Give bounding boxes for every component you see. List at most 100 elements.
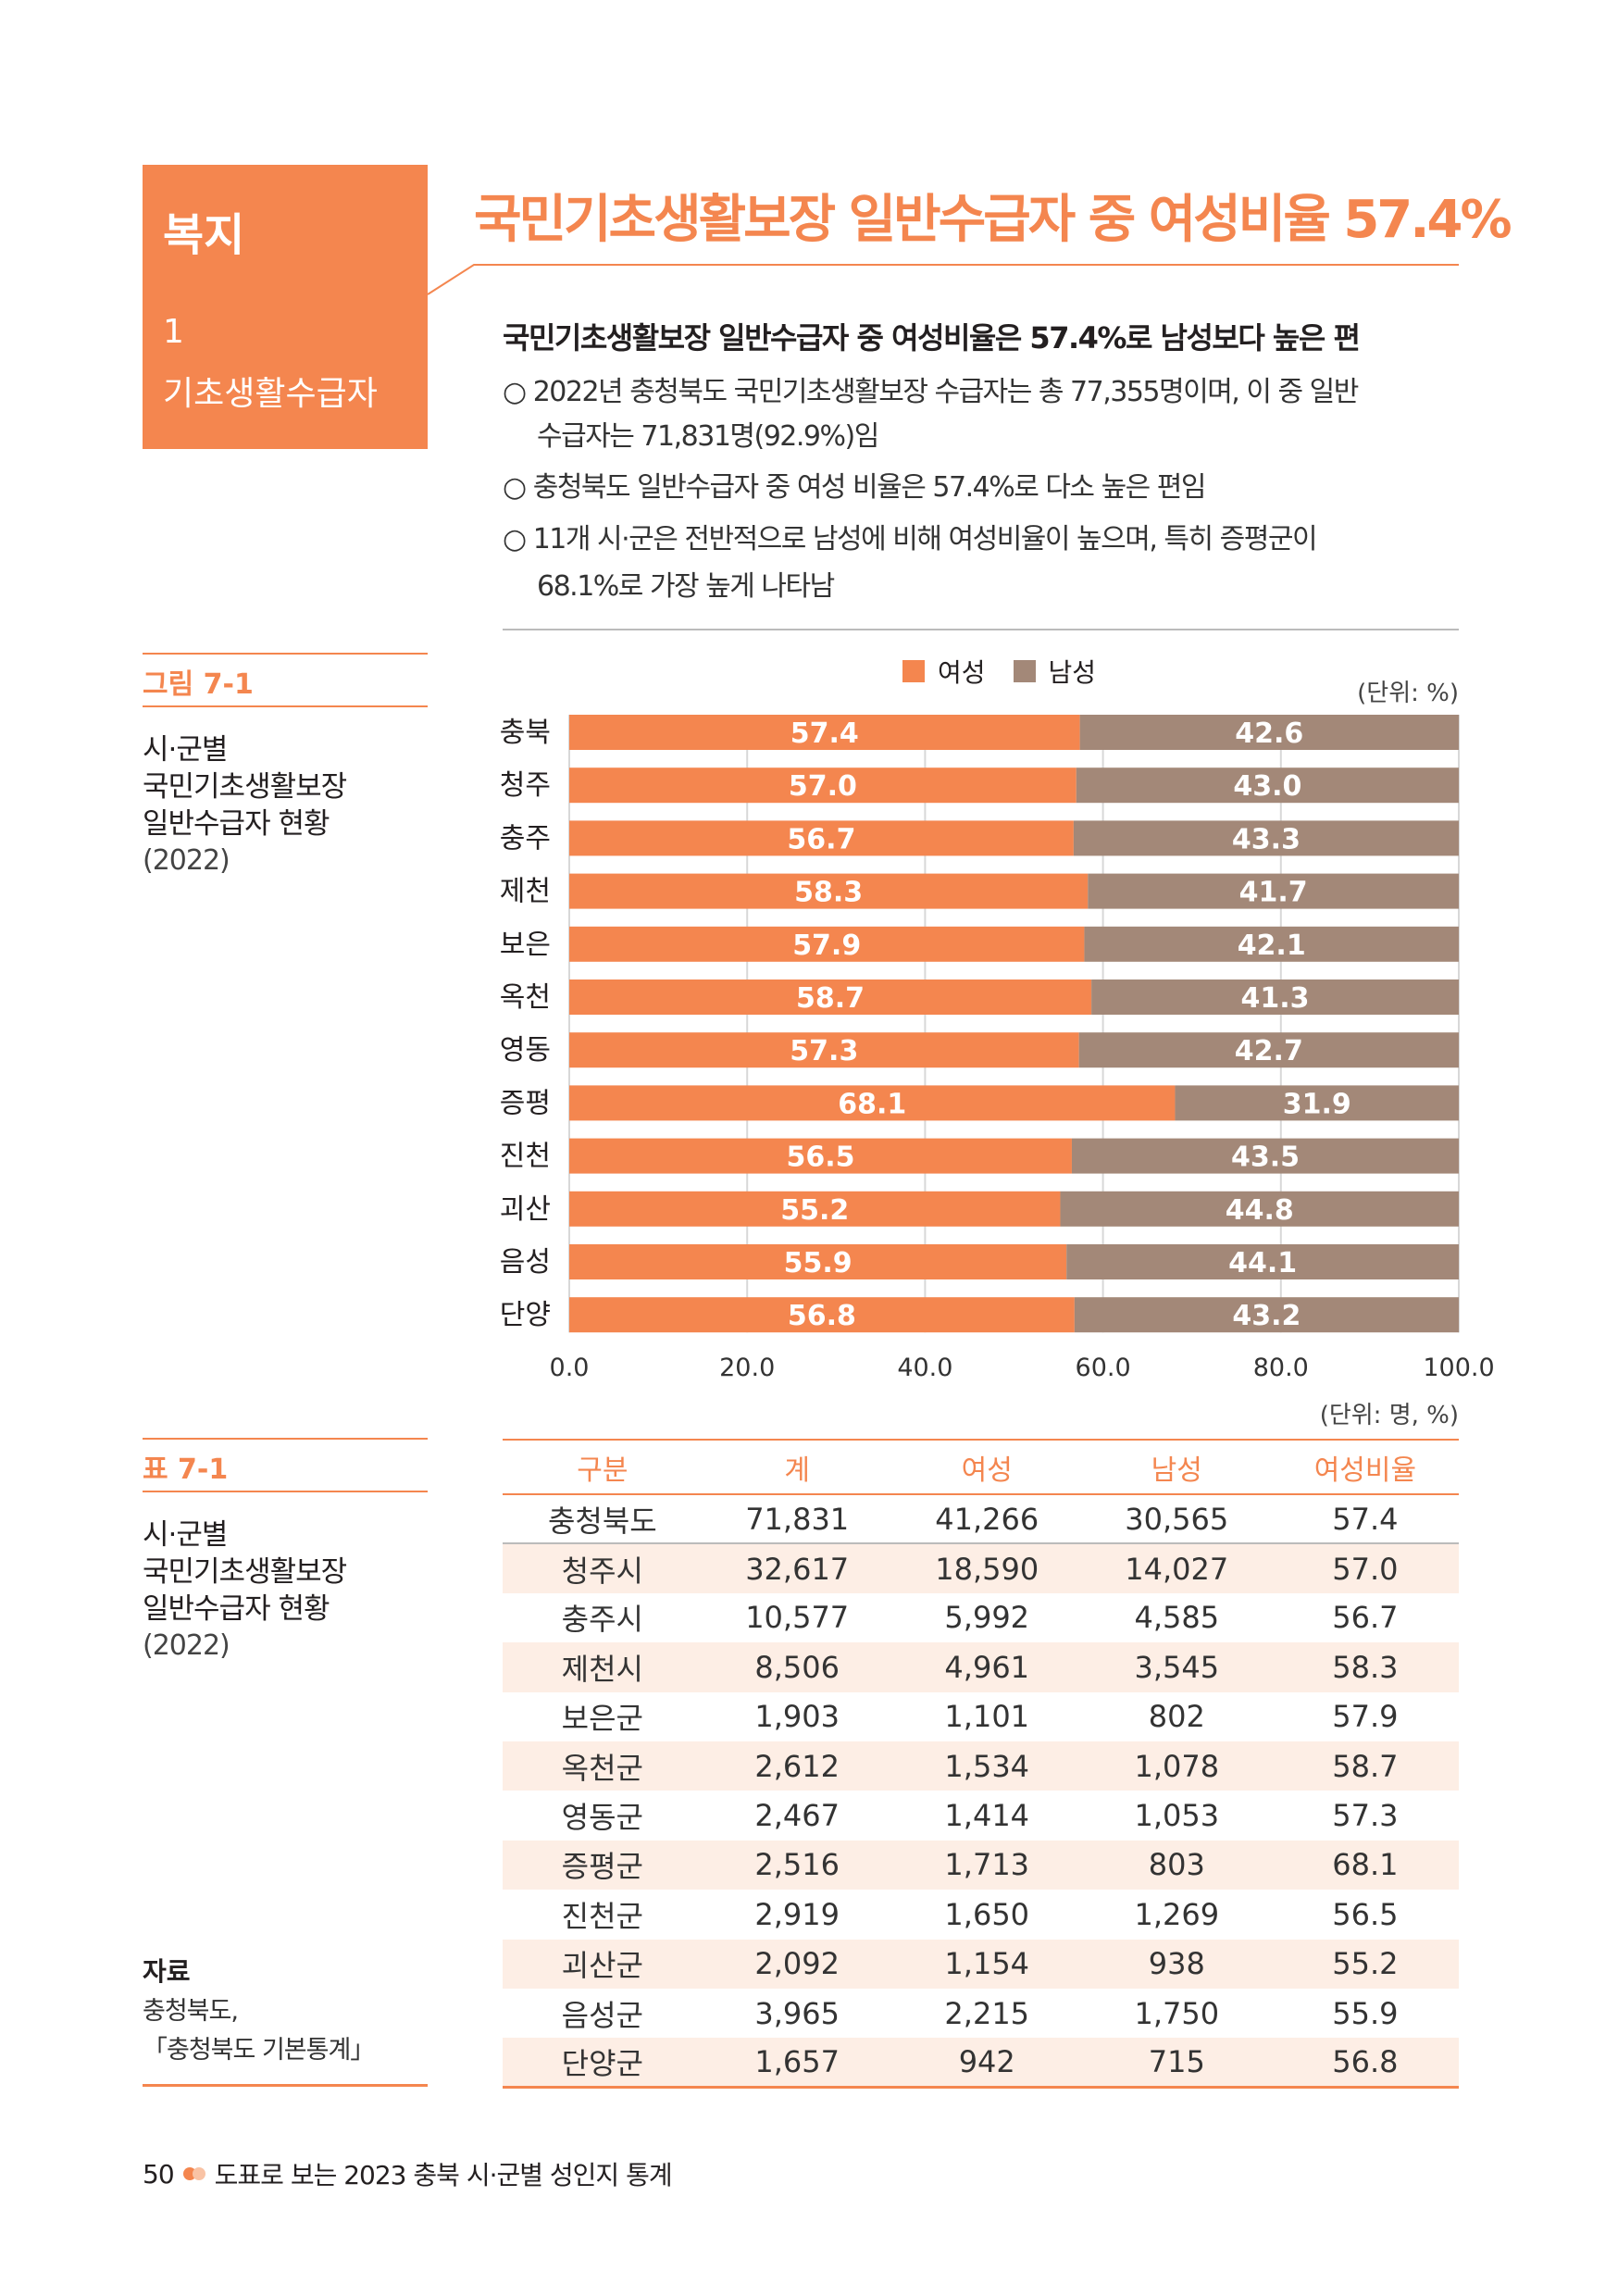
table-cell: 진천군	[561, 1898, 643, 1934]
table-unit: (단위: 명, %)	[1319, 1402, 1459, 1429]
data-label: 68.1	[838, 1088, 906, 1120]
legend-swatch	[902, 660, 925, 682]
bar-male	[1079, 715, 1459, 750]
table-cell: 영동군	[561, 1800, 643, 1836]
category-label: 음성	[500, 1246, 551, 1279]
data-label: 31.9	[1283, 1088, 1351, 1120]
column-header: 여성	[891, 1439, 1082, 1495]
legend-item-female: 여성	[902, 653, 986, 690]
table-cell: 1,903	[754, 1699, 840, 1735]
category-label: 보은	[500, 929, 551, 961]
data-label: 57.4	[790, 718, 859, 750]
bar-male	[1073, 820, 1459, 856]
table-cell: 57.3	[1332, 1798, 1399, 1834]
data-label: 43.0	[1233, 770, 1301, 803]
category-label: 청주	[500, 769, 551, 802]
data-label: 44.8	[1226, 1194, 1294, 1227]
table-cell: 2,516	[702, 1840, 892, 1890]
table-cell: 2,092	[702, 1939, 892, 1989]
divider	[143, 1438, 428, 1440]
data-label: 41.3	[1241, 982, 1310, 1015]
data-label: 57.0	[789, 770, 857, 803]
table-cell: 1,657	[702, 2038, 892, 2090]
table-cell: 1,650	[944, 1896, 1030, 1932]
table-cell: 1,154	[891, 1939, 1082, 1989]
table-row: 증평군 2,516 1,713 803 68.1	[503, 1840, 1459, 1890]
bullet-3-line-2: 68.1%로 가장 높게 나타남	[537, 570, 835, 603]
data-label: 56.5	[786, 1142, 854, 1174]
category-label: 괴산	[500, 1193, 551, 1226]
table-cell: 2,612	[702, 1741, 892, 1791]
summary-heading: 국민기초생활보장 일반수급자 중 여성비율은 57.4%로 남성보다 높은 편	[503, 320, 1361, 356]
table-cell: 58.3	[1271, 1642, 1459, 1692]
x-tick-label: 0.0	[550, 1354, 590, 1382]
source-heading: 자료	[143, 1956, 191, 1987]
section-category: 복지	[163, 209, 245, 261]
bar-female	[569, 1297, 1075, 1333]
dots-icon	[182, 2167, 205, 2180]
bar-female	[569, 980, 1092, 1015]
legend-label: 남성	[1048, 657, 1097, 688]
desc-line: 국민기초생활보장	[143, 1555, 347, 1589]
table-cell: 18,590	[891, 1543, 1082, 1593]
category-label: 옥천	[500, 981, 551, 1014]
table-cell: 68.1	[1271, 1840, 1459, 1890]
bullet-1-line-1: ○ 2022년 충청북도 국민기초생활보장 수급자는 총 77,355명이며, …	[503, 376, 1359, 408]
table-cell: 41,266	[891, 1494, 1082, 1545]
table-cell: 단양군	[503, 2038, 703, 2090]
data-label: 43.2	[1232, 1300, 1301, 1332]
table-row: 제천시 8,506 4,961 3,545 58.3	[503, 1642, 1459, 1692]
table-cell: 1,101	[944, 1699, 1030, 1735]
table-row: 음성군 3,965 2,215 1,750 55.9	[503, 1989, 1459, 2038]
figure-label: 그림 7-1	[143, 668, 254, 701]
table-cell: 32,617	[702, 1543, 892, 1593]
table-cell: 58.7	[1271, 1741, 1459, 1791]
table-row: 단양군 1,657 942 715 56.8	[503, 2038, 1459, 2090]
bar-male	[1175, 1085, 1459, 1121]
table-cell: 56.5	[1332, 1896, 1399, 1932]
table-cell: 1,713	[891, 1840, 1082, 1890]
x-tick-label: 40.0	[897, 1354, 952, 1382]
table-cell: 56.8	[1271, 2038, 1459, 2090]
stacked-bar-chart: 0.0 20.0 40.0 60.0 80.0 100.0 충북 57.4 42.6 청주 57.0…	[500, 715, 1495, 1382]
table-cell: 5,992	[944, 1600, 1030, 1636]
figure-year: (2022)	[143, 844, 230, 877]
table-row: 청주시 32,617 18,590 14,027 57.0	[503, 1543, 1459, 1593]
table-cell: 55.2	[1271, 1939, 1459, 1989]
table-cell: 괴산군	[503, 1939, 703, 1989]
table-cell: 1,750	[1134, 1995, 1220, 2031]
bullet-3-line-1: ○ 11개 시·군은 전반적으로 남성에 비해 여성비율이 높으며, 특히 증평…	[503, 523, 1318, 555]
category-label: 단양	[500, 1299, 551, 1331]
divider	[503, 629, 1459, 630]
table-cell: 1,078	[1081, 1741, 1272, 1791]
bar-female	[569, 1191, 1061, 1227]
chart-legend: 여성 남성	[902, 653, 1096, 690]
data-label: 42.6	[1235, 718, 1303, 750]
data-label: 55.9	[784, 1247, 853, 1279]
source-line: 충청북도,	[143, 1997, 239, 2026]
data-label: 58.7	[796, 982, 865, 1015]
bar-male	[1074, 1297, 1459, 1333]
x-tick-label: 100.0	[1423, 1354, 1494, 1382]
table-cell: 3,965	[754, 1995, 840, 2031]
x-tick-label: 60.0	[1076, 1354, 1131, 1382]
table-cell: 청주시	[503, 1543, 703, 1593]
column-header: 구분	[503, 1439, 703, 1495]
table-cell: 30,565	[1081, 1494, 1272, 1545]
bar-female	[569, 926, 1085, 962]
table-row: 괴산군 2,092 1,154 938 55.2	[503, 1939, 1459, 1989]
table-cell: 2,919	[754, 1896, 840, 1932]
bar-female	[569, 1138, 1072, 1174]
data-label: 55.2	[780, 1194, 849, 1227]
desc-line: 시·군별	[143, 1518, 228, 1552]
bar-female	[569, 820, 1074, 856]
page-title: 국민기초생활보장 일반수급자 중 여성비율 57.4%	[474, 190, 1512, 250]
category-label: 진천	[500, 1141, 551, 1173]
table-cell: 2,215	[944, 1995, 1030, 2031]
bar-male	[1076, 767, 1459, 804]
table-cell: 1,269	[1134, 1896, 1220, 1932]
bar-male	[1088, 873, 1459, 909]
bar-female	[569, 873, 1089, 909]
bullet-1-line-2: 수급자는 71,831명(92.9%)임	[537, 420, 879, 453]
bar-male	[1066, 1244, 1459, 1279]
